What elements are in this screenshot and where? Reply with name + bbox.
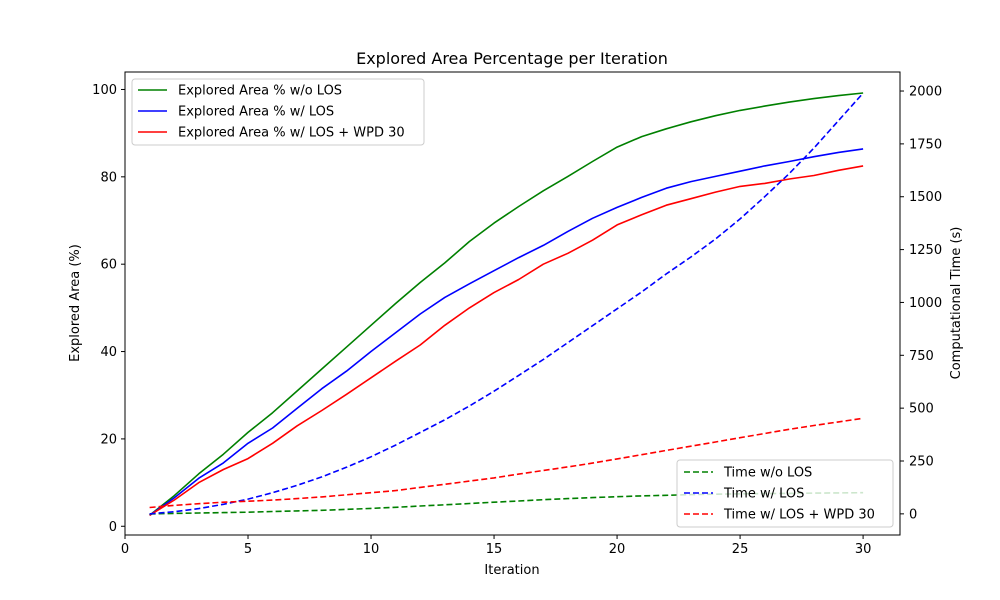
legend-label: Explored Area % w/o LOS xyxy=(178,84,342,99)
y2-tick-label: 750 xyxy=(909,349,934,364)
y-tick-label: 20 xyxy=(100,432,117,447)
y2-tick-label: 0 xyxy=(909,507,917,522)
series-line-2 xyxy=(149,148,864,516)
legend-label: Time w/ LOS + WPD 30 xyxy=(723,508,875,523)
x-tick-label: 15 xyxy=(486,542,503,557)
legend-label: Explored Area % w/ LOS + WPD 30 xyxy=(178,126,405,141)
x-tick-label: 25 xyxy=(732,542,749,557)
x-axis-title: Iteration xyxy=(484,563,539,578)
plot-series xyxy=(149,92,864,516)
x-axis: 0 5 10 15 20 25 30 xyxy=(121,535,872,557)
x-tick-label: 10 xyxy=(363,542,380,557)
y2-tick-label: 2000 xyxy=(909,85,942,100)
x-tick-label: 5 xyxy=(244,542,252,557)
series-line-1 xyxy=(149,92,864,516)
y-tick-label: 80 xyxy=(100,170,117,185)
y-tick-label: 40 xyxy=(100,345,117,360)
legend-label: Time w/ LOS xyxy=(723,487,804,502)
x-tick-label: 20 xyxy=(609,542,626,557)
legend-box xyxy=(676,459,894,528)
x-tick-label: 30 xyxy=(855,542,872,557)
legend-time: Time w/o LOS Time w/ LOS Time w/ LOS + WPD… xyxy=(676,459,894,528)
y-tick-label: 60 xyxy=(100,258,117,273)
y-tick-label: 100 xyxy=(92,83,117,98)
y-axis-right: 0 250 500 750 1000 1250 1500 1750 2000 xyxy=(900,85,942,522)
series-line-5 xyxy=(149,92,864,515)
legend-box xyxy=(131,78,425,146)
y2-tick-label: 1000 xyxy=(909,296,942,311)
y-tick-label: 0 xyxy=(109,520,117,535)
y2-tick-label: 1750 xyxy=(909,137,942,152)
legend-label: Explored Area % w/ LOS xyxy=(178,105,334,120)
legend-explored-area: Explored Area % w/o LOS Explored Area % w… xyxy=(131,78,425,146)
series-line-6 xyxy=(149,417,864,509)
y-axis-left: 0 20 40 60 80 100 xyxy=(92,83,125,535)
y-axis-title: Explored Area (%) xyxy=(68,244,83,362)
y2-tick-label: 1500 xyxy=(909,190,942,205)
y2-tick-label: 250 xyxy=(909,455,934,470)
y2-tick-label: 500 xyxy=(909,402,934,417)
plot-frame xyxy=(124,71,901,536)
y2-tick-label: 1250 xyxy=(909,243,942,258)
y2-axis-title: Computational Time (s) xyxy=(949,227,964,380)
chart-title: Explored Area Percentage per Iteration xyxy=(356,49,668,68)
series-line-3 xyxy=(149,165,864,516)
legend-label: Time w/o LOS xyxy=(723,466,812,481)
x-tick-label: 0 xyxy=(121,542,129,557)
